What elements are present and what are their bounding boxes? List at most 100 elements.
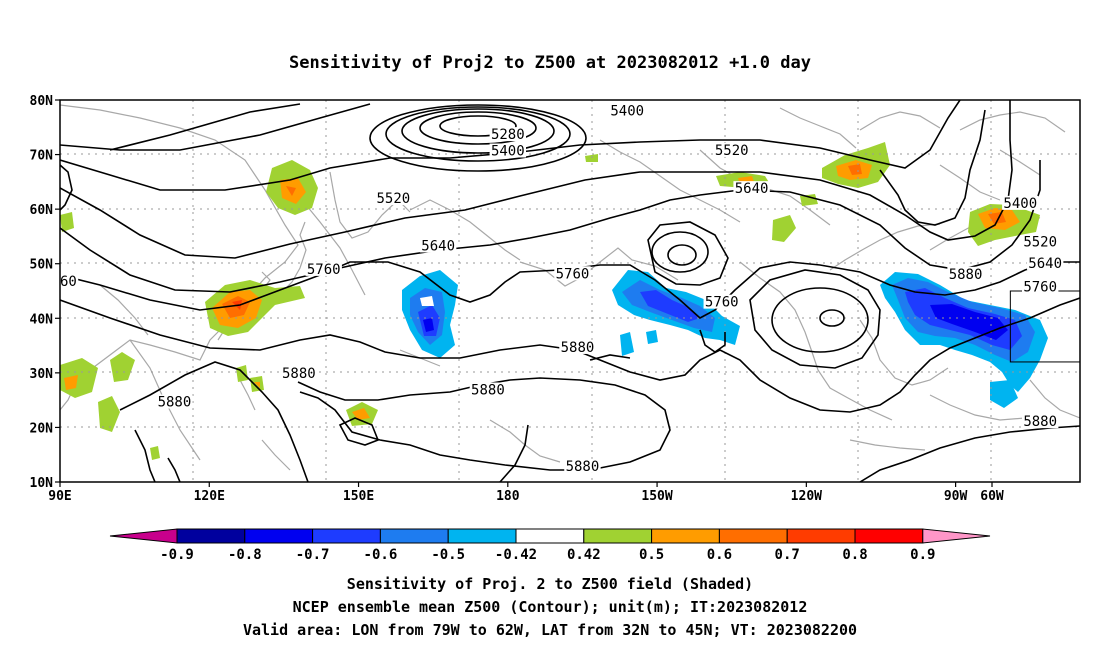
colorbar-level-label: -0.5	[431, 547, 465, 563]
contour-label: 5880	[471, 383, 505, 399]
colorbar-level-label: 0.42	[567, 547, 601, 563]
contour-label: 5760	[43, 274, 77, 290]
colorbar-level-label: -0.9	[160, 547, 194, 563]
contour-label-bg	[489, 143, 527, 158]
lon-tick-label: 150E	[343, 489, 374, 504]
contour-label-bg	[713, 142, 750, 157]
contour-label-bg	[609, 103, 646, 118]
contour-label: 5520	[1023, 235, 1057, 251]
contour-label-bg	[1002, 195, 1039, 210]
colorbar-level-label: 0.7	[775, 547, 800, 563]
lat-tick-label: 30N	[30, 367, 54, 382]
colorbar-segment	[447, 528, 517, 544]
lat-tick-label: 40N	[30, 312, 54, 327]
lon-tick-label: 90E	[48, 489, 71, 504]
lon-tick-label: 90W	[944, 489, 968, 504]
colorbar-segment	[244, 528, 314, 544]
lat-tick-label: 20N	[30, 421, 54, 436]
contour-label: 5400	[1003, 196, 1037, 212]
colorbar-level-label: 0.6	[707, 547, 732, 563]
footer-line-3: Valid area: LON from 79W to 62W, LAT fro…	[243, 621, 857, 639]
map-title: Sensitivity of Proj2 to Z500 at 20230820…	[289, 53, 811, 73]
contour-label: 5760	[705, 295, 739, 311]
contour-label-bg	[733, 181, 770, 196]
contour-label: 5760	[556, 266, 590, 282]
contour-label: 5880	[561, 340, 595, 356]
contour-label-bg	[554, 266, 591, 281]
contour-label-bg	[489, 127, 527, 142]
colorbar-segment	[718, 528, 788, 544]
colorbar-segment	[583, 528, 653, 544]
contour-label: 5640	[735, 181, 769, 197]
contour-label: 5880	[158, 395, 192, 411]
colorbar-level-label: 0.8	[842, 547, 867, 563]
contour-label: 5760	[307, 262, 341, 278]
contour-label: 5640	[1028, 256, 1062, 272]
contour-label: 5520	[715, 143, 749, 159]
contour-label: 5880	[1023, 414, 1057, 430]
colorbar-level-label: 0.5	[639, 547, 664, 563]
z500-contours	[60, 100, 1080, 482]
colorbar-segment	[515, 528, 585, 544]
lat-tick-label: 10N	[30, 476, 54, 491]
contour-label-bg	[156, 394, 193, 409]
contour-label-bg	[60, 273, 79, 288]
coastlines	[60, 104, 1080, 471]
colorbar-segment	[786, 528, 856, 544]
lon-tick-label: 60W	[980, 489, 1004, 504]
contour-label-bg	[375, 190, 412, 205]
contour-label-bg	[1026, 255, 1064, 270]
lon-tick-label: 150W	[641, 489, 672, 504]
contour-label-bg	[559, 339, 596, 354]
longitude-axis: 90E 120E 150E 180 150W 120W 90W 60W	[48, 482, 1004, 504]
colorbar: -0.9 -0.8 -0.7 -0.6 -0.5 -0.42 0.42 0.5 0.6 0.7 0.…	[109, 528, 991, 563]
footer-line-1: Sensitivity of Proj. 2 to Z500 field (Sh…	[347, 575, 753, 593]
contour-label-bg	[469, 382, 507, 397]
map-frame	[59, 99, 1081, 483]
colorbar-segment	[176, 528, 246, 544]
contour-label-bg	[947, 266, 984, 281]
contour-label: 5400	[491, 143, 525, 159]
contour-label: 5880	[949, 267, 983, 283]
lat-tick-label: 80N	[30, 94, 54, 109]
colorbar-segment	[379, 528, 449, 544]
lat-tick-label: 60N	[30, 203, 54, 218]
contour-label: 5880	[282, 366, 316, 382]
contour-label-bg	[305, 261, 342, 276]
contour-label-bg	[703, 294, 740, 309]
contour-label: 5280	[491, 127, 525, 143]
colorbar-segment	[312, 528, 381, 544]
contour-label: 5520	[377, 191, 411, 207]
colorbar-level-label: -0.6	[364, 547, 398, 563]
contour-label: 5640	[421, 238, 455, 254]
contour-label-bg	[1021, 414, 1059, 429]
colorbar-level-label: 0.9	[910, 547, 935, 563]
contour-label-bg	[1021, 234, 1059, 249]
contour-label: 5400	[610, 104, 644, 120]
colorbar-level-label: -0.7	[296, 547, 330, 563]
lat-tick-label: 50N	[30, 258, 54, 273]
colorbar-high-triangle	[922, 528, 991, 544]
negative-sensitivity-regions	[402, 270, 1048, 408]
colorbar-segment	[651, 528, 720, 544]
contour-label: 5760	[1023, 279, 1057, 295]
graticule	[60, 100, 1080, 482]
colorbar-segment	[854, 528, 924, 544]
colorbar-low-triangle	[109, 528, 178, 544]
lon-tick-label: 180	[496, 489, 520, 504]
contour-label-bg	[1021, 279, 1059, 294]
lon-tick-label: 120W	[791, 489, 822, 504]
contour-label-bg	[419, 238, 457, 253]
lon-tick-label: 120E	[194, 489, 225, 504]
contour-label-bg	[280, 366, 318, 381]
contour-label: 5880	[566, 459, 600, 475]
latitude-axis: 10N 20N 30N 40N 50N 60N 70N 80N	[30, 94, 60, 491]
colorbar-level-label: -0.42	[495, 547, 537, 563]
colorbar-level-label: -0.8	[228, 547, 262, 563]
lat-tick-label: 70N	[30, 149, 54, 164]
footer-line-2: NCEP ensemble mean Z500 (Contour); unit(…	[293, 598, 808, 616]
contour-label-bg	[564, 458, 601, 473]
